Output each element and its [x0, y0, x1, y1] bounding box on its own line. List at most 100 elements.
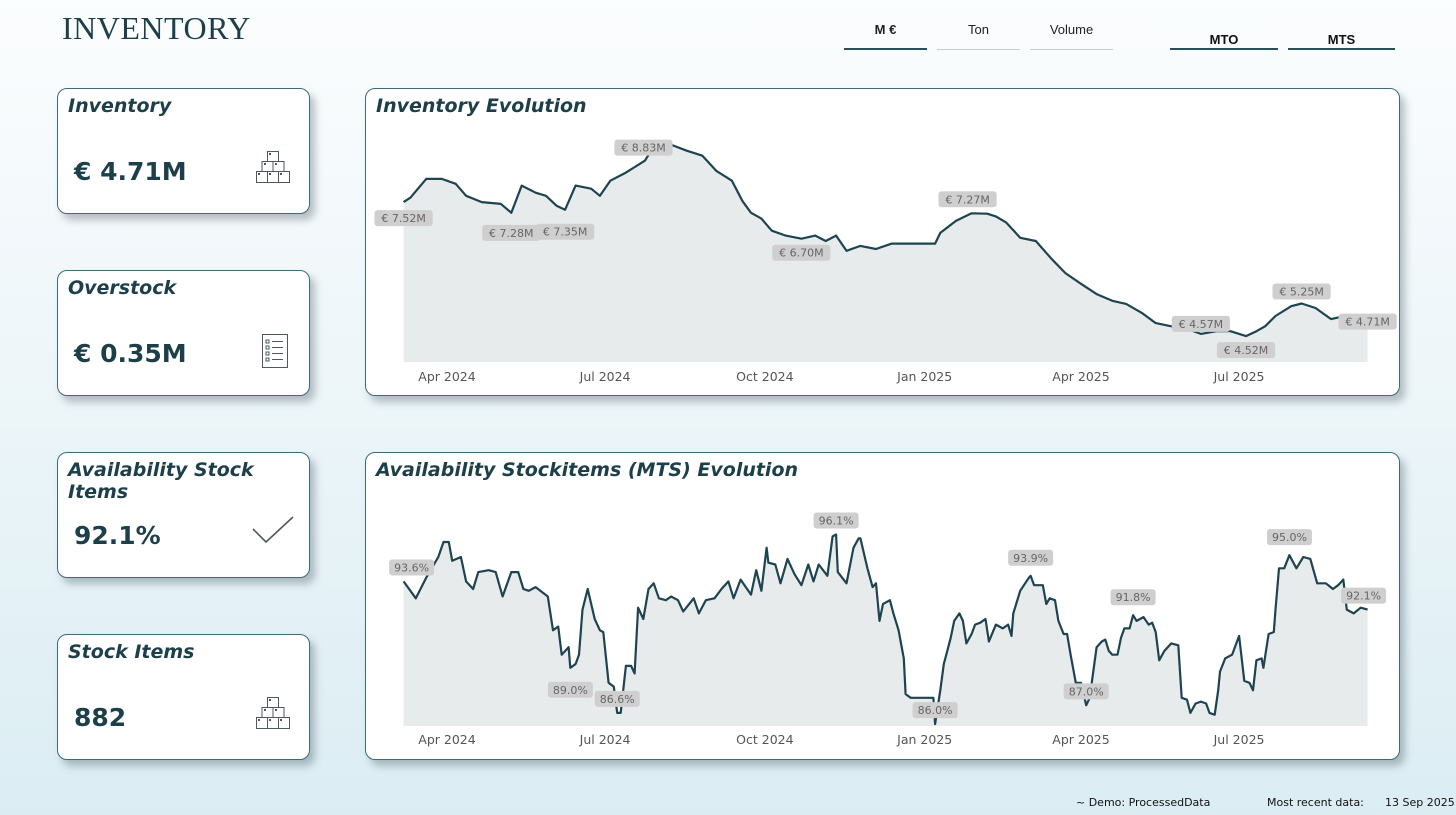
data-label-bg [938, 191, 997, 208]
data-label-bg [374, 210, 433, 227]
data-label-bg [482, 224, 541, 241]
data-label-text: 96.1% [819, 515, 854, 528]
x-tick-label: Jan 2025 [896, 732, 952, 747]
data-label-text: 93.9% [1013, 552, 1048, 565]
data-label-text: € 5.25M [1279, 285, 1323, 298]
x-tick-label: Jul 2024 [579, 732, 631, 747]
data-label-text: 92.1% [1346, 590, 1381, 603]
data-label-bg [536, 223, 595, 240]
data-label: 95.0% [1266, 529, 1312, 546]
data-label-bg [1266, 529, 1312, 546]
data-label: 86.6% [594, 690, 640, 707]
data-label: 93.6% [389, 559, 435, 576]
data-label: € 7.35M [536, 223, 595, 240]
most-recent-date: 13 Sep 2025 [1385, 796, 1455, 809]
kpi-title: Overstock [68, 277, 177, 299]
inventory-evolution-chart: Apr 2024 Jul 2024 Oct 2024 Jan 2025 Apr 2025… [365, 88, 1400, 396]
data-label-text: € 4.71M [1345, 316, 1389, 329]
area-fill [403, 534, 1368, 726]
data-label-text: € 8.83M [621, 142, 665, 155]
data-label-text: 86.6% [600, 693, 635, 706]
unit-toggle-volume[interactable]: Volume [1030, 22, 1113, 50]
data-label-bg [772, 244, 831, 261]
data-label-text: € 4.57M [1179, 318, 1223, 331]
data-label-bg [1338, 313, 1397, 330]
data-label-text: 89.0% [553, 684, 588, 697]
kpi-title: Stock Items [68, 641, 195, 663]
data-label: € 6.70M [772, 244, 831, 261]
x-tick-label: Oct 2024 [736, 369, 793, 384]
data-label-bg [813, 512, 859, 529]
data-label: € 4.57M [1171, 315, 1230, 332]
x-tick-label: Jan 2025 [896, 369, 952, 384]
data-label: 96.1% [813, 512, 859, 529]
data-label: € 7.28M [482, 224, 541, 241]
data-label-bg [547, 681, 593, 698]
unit-toggle-meur[interactable]: M € [844, 22, 927, 50]
type-toggle-mto[interactable]: MTO [1170, 32, 1278, 50]
data-label: 87.0% [1063, 683, 1109, 700]
data-label-text: 91.8% [1116, 591, 1151, 604]
x-tick-label: Jul 2025 [1213, 369, 1265, 384]
unit-toggle-ton[interactable]: Ton [937, 22, 1020, 50]
data-label: € 7.52M [374, 210, 433, 227]
data-label-bg [1171, 315, 1230, 332]
data-label-text: € 6.70M [779, 247, 823, 260]
data-label-text: 93.6% [394, 561, 429, 574]
x-tick-label: Apr 2024 [418, 369, 475, 384]
data-label: € 4.71M [1338, 313, 1397, 330]
data-label-text: € 4.52M [1224, 344, 1268, 357]
data-label-bg [1008, 549, 1054, 566]
data-label: € 7.27M [938, 191, 997, 208]
data-label-bg [1272, 283, 1331, 300]
chart-title: Availability Stockitems (MTS) Evolution [376, 459, 799, 481]
data-label: 91.8% [1110, 589, 1156, 606]
data-label-bg [1216, 342, 1276, 359]
x-tick-label: Oct 2024 [736, 732, 793, 747]
most-recent-label: Most recent data: [1267, 796, 1364, 809]
availability-evolution-plot: Apr 2024 Jul 2024 Oct 2024 Jan 2025 Apr 2025… [389, 512, 1387, 747]
kpi-title: Inventory [68, 95, 172, 117]
data-label-bg [594, 690, 640, 707]
data-label: 86.0% [912, 702, 958, 719]
kpi-value: 92.1% [74, 521, 161, 550]
page-title: INVENTORY [62, 10, 251, 46]
checkmark-icon [252, 516, 294, 544]
data-label-text: € 7.28M [489, 227, 533, 240]
boxes-stack-icon [256, 151, 290, 183]
area-fill [403, 143, 1368, 362]
checklist-icon [262, 334, 288, 368]
data-label-text: 95.0% [1272, 531, 1307, 544]
boxes-stack-icon [256, 697, 290, 729]
data-label-text: € 7.27M [945, 193, 989, 206]
x-tick-label: Apr 2025 [1052, 369, 1109, 384]
data-label: € 5.25M [1272, 283, 1331, 300]
kpi-value: 882 [74, 703, 127, 732]
data-label: € 8.83M [614, 139, 673, 156]
type-toggle-mts[interactable]: MTS [1288, 32, 1395, 50]
kpi-value: € 0.35M [74, 339, 187, 368]
data-label-bg [1063, 683, 1109, 700]
data-label-bg [1341, 587, 1387, 604]
kpi-card-overstock: Overstock € 0.35M [57, 270, 310, 396]
inventory-evolution-plot: Apr 2024 Jul 2024 Oct 2024 Jan 2025 Apr 2025… [374, 139, 1397, 384]
data-label-text: € 7.35M [543, 226, 587, 239]
kpi-card-stock-items: Stock Items 882 [57, 634, 310, 760]
data-label-text: 87.0% [1069, 685, 1104, 698]
data-label: 92.1% [1341, 587, 1387, 604]
chart-title: Inventory Evolution [376, 95, 587, 117]
data-label-bg [912, 702, 958, 719]
availability-evolution-chart: Apr 2024 Jul 2024 Oct 2024 Jan 2025 Apr 2025… [365, 452, 1400, 760]
data-label-bg [1110, 589, 1156, 606]
data-label-text: € 7.52M [381, 212, 425, 225]
data-label-bg [389, 559, 435, 576]
x-tick-label: Apr 2025 [1052, 732, 1109, 747]
kpi-title: Availability Stock Items [68, 459, 254, 503]
data-source: ~ Demo: ProcessedData [1076, 796, 1211, 809]
kpi-value: € 4.71M [74, 157, 187, 186]
data-label: 93.9% [1008, 549, 1054, 566]
data-label: € 4.52M [1216, 342, 1276, 359]
data-label-text: 86.0% [918, 704, 953, 717]
x-tick-label: Jul 2024 [579, 369, 631, 384]
x-tick-label: Apr 2024 [418, 732, 475, 747]
